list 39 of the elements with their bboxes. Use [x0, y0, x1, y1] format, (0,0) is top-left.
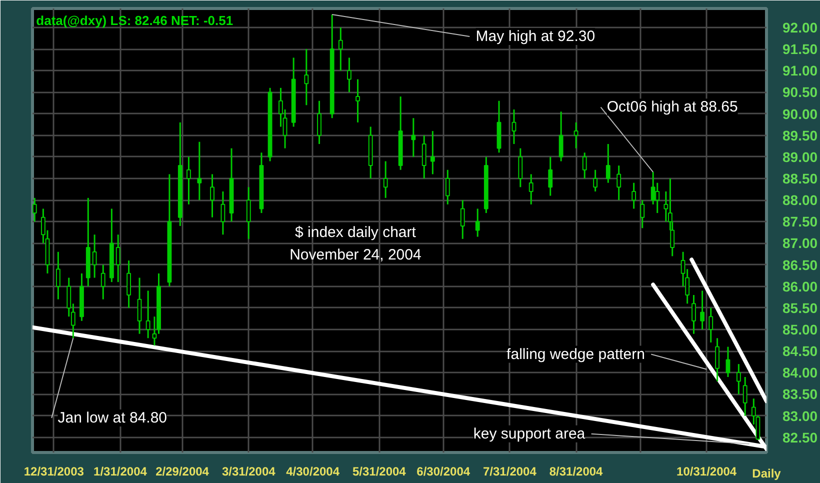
x-tick-label: 6/30/2004: [416, 464, 470, 478]
annotation: November 24, 2004: [290, 246, 422, 264]
y-tick-label: 83.00: [782, 408, 818, 424]
x-tick-label: 1/31/2004: [94, 464, 148, 478]
x-tick-label: 7/31/2004: [483, 464, 537, 478]
annotation: $ index daily chart: [295, 224, 417, 242]
y-tick-label: 86.00: [782, 278, 818, 294]
y-tick-label: 89.50: [782, 127, 818, 144]
y-tick-label: 88.00: [782, 192, 818, 208]
annotation: May high at 92.30: [476, 28, 596, 45]
y-tick-label: 89.00: [782, 148, 818, 165]
y-tick-label: 90.50: [782, 84, 818, 100]
x-tick-label: 8/31/2004: [549, 464, 604, 478]
x-tick-label: 12/31/2003: [24, 464, 84, 478]
x-tick-label: 2/29/2004: [156, 464, 210, 478]
annotation: falling wedge pattern: [506, 346, 645, 363]
x-tick-label: 4/30/2004: [286, 464, 340, 478]
y-tick-label: 91.50: [782, 41, 818, 58]
y-tick-label: 83.50: [782, 386, 818, 402]
y-tick-label: 85.50: [782, 300, 818, 316]
y-tick-label: 84.50: [782, 343, 818, 360]
x-tick-label: 3/31/2004: [222, 464, 276, 478]
y-tick-label: 86.50: [782, 256, 818, 273]
y-tick-label: 82.50: [782, 429, 818, 446]
x-tick-label: 5/31/2004: [352, 464, 406, 478]
y-tick-label: 87.50: [782, 214, 818, 230]
chart-title: data(@dxy) LS: 82.46 NET: -0.51: [36, 12, 234, 28]
annotation: key support area: [473, 425, 586, 442]
y-tick-label: 85.00: [782, 322, 818, 338]
x-tick-label: 10/31/2004: [676, 464, 737, 478]
y-tick-label: 84.00: [782, 364, 818, 381]
annotation: Oct06 high at 88.65: [606, 98, 738, 116]
y-tick-label: 87.00: [782, 235, 818, 252]
y-tick-label: 91.00: [782, 62, 818, 79]
annotation: Jan low at 84.80: [58, 409, 168, 426]
y-tick-label: 88.50: [782, 170, 818, 187]
text: Daily: [752, 466, 782, 480]
y-tick-label: 90.00: [782, 106, 818, 122]
y-tick-label: 92.00: [782, 19, 818, 36]
